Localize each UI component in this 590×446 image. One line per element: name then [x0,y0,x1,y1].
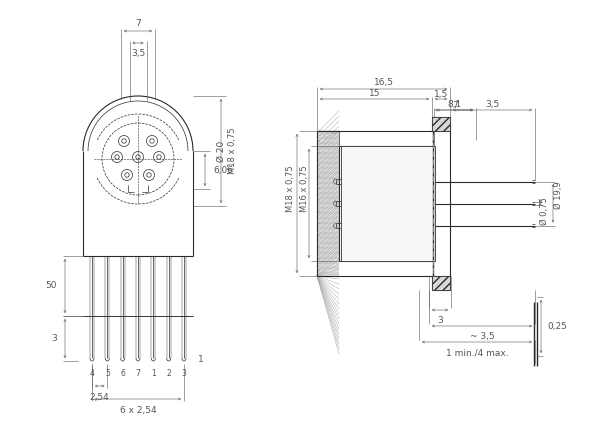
Text: Ø 19,9: Ø 19,9 [553,182,562,209]
Text: 3: 3 [51,334,57,343]
Text: 7: 7 [135,20,141,29]
Text: 1,5: 1,5 [434,90,448,99]
Text: 3: 3 [182,369,186,379]
Text: 15: 15 [369,90,380,99]
Bar [341,146,435,261]
Text: 7: 7 [136,369,140,379]
Text: 50: 50 [45,281,57,290]
Bar [432,117,450,131]
Text: ~ 3,5: ~ 3,5 [470,332,494,341]
Text: Ø 20: Ø 20 [217,140,225,161]
Text: M18 x 0,75: M18 x 0,75 [228,128,238,174]
Text: 2,54: 2,54 [90,393,110,402]
Bar [317,131,339,276]
Text: 6,06: 6,06 [213,165,233,174]
Text: 3,5: 3,5 [486,100,500,110]
Text: 6: 6 [120,369,125,379]
Bar [433,129,434,278]
Text: 8,1: 8,1 [447,100,461,110]
Text: 1: 1 [151,369,156,379]
Text: 0,25: 0,25 [547,322,567,331]
Text: Ø 0,75: Ø 0,75 [540,198,549,225]
Text: 1 min./4 max.: 1 min./4 max. [445,349,509,358]
Text: 1: 1 [198,355,204,363]
Text: M18 x 0,75: M18 x 0,75 [287,165,296,212]
Text: 16,5: 16,5 [373,78,394,87]
Text: 4: 4 [90,369,94,379]
Bar [432,276,450,290]
Text: M16 x 0,75: M16 x 0,75 [300,165,309,212]
Text: 3: 3 [437,316,443,325]
Text: 5: 5 [105,369,110,379]
Text: 7: 7 [452,100,458,110]
Text: 6 x 2,54: 6 x 2,54 [120,406,156,415]
Text: 2: 2 [166,369,171,379]
Text: 3,5: 3,5 [131,49,145,58]
